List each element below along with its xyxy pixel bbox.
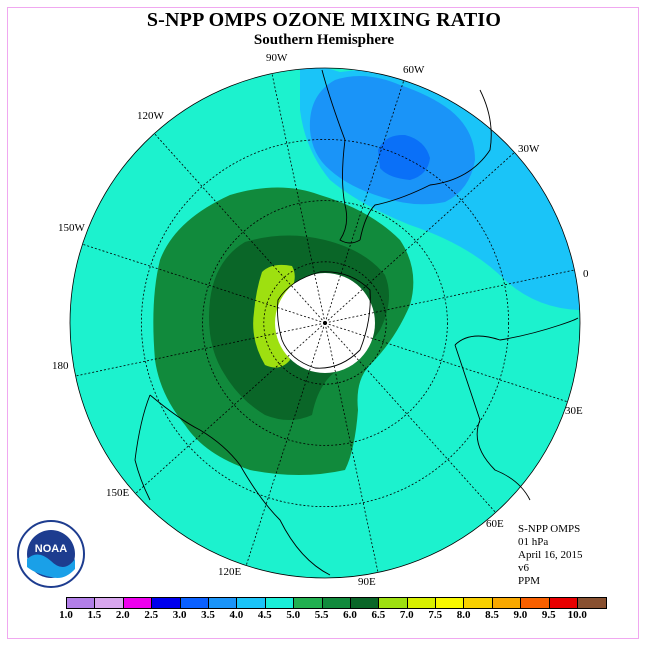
colorbar-segment (152, 598, 181, 608)
info-units: PPM (518, 575, 541, 587)
colorbar-label: 2.0 (115, 609, 130, 621)
lon-label-90w: 90W (266, 52, 288, 64)
colorbar-segment (322, 598, 351, 608)
logo-wave (27, 554, 75, 578)
colorbar-label: 10.0 (567, 609, 587, 621)
meridian-line (324, 152, 515, 324)
lon-label-120e: 120E (218, 566, 242, 578)
map-title: S-NPP OMPS OZONE MIXING RATIO (146, 9, 502, 31)
lon-label-90e: 90E (358, 576, 376, 588)
colorbar-segment (521, 598, 550, 608)
noaa-logo: NOAA (17, 520, 85, 588)
colorbar-label: 1.5 (87, 609, 102, 621)
colorbar-label: 7.5 (428, 609, 443, 621)
colorbar-label: 6.0 (343, 609, 357, 621)
colorbar-label: 1.0 (59, 609, 73, 621)
south-america-east-coast (359, 89, 492, 241)
meridian-line (324, 322, 379, 573)
colorbar-segment (436, 598, 465, 608)
meridian-line (245, 322, 326, 566)
lon-label-30w: 30W (518, 143, 540, 155)
colorbar-segment (407, 598, 437, 608)
info-version: v6 (518, 562, 529, 574)
product-info: S-NPP OMPS 01 hPa April 16, 2015 v6 PPM (518, 523, 582, 588)
colorbar-label: 3.0 (172, 609, 187, 621)
contour-3-5 (378, 134, 430, 180)
colorbar-segment (67, 598, 96, 608)
meridian-line (324, 322, 568, 403)
graticule (75, 73, 575, 573)
colorbar-label: 4.5 (257, 609, 272, 621)
ozone-field (70, 68, 580, 578)
colorbar-label: 9.5 (541, 609, 556, 621)
colorbar-label: 8.5 (485, 609, 499, 621)
africa-south-coast (454, 317, 579, 346)
south-pole-marker (323, 321, 327, 325)
colorbar-label: 7.0 (399, 609, 414, 621)
new-zealand-coast (134, 394, 151, 501)
meridian-line (271, 73, 326, 324)
africa-east-coast (454, 344, 531, 501)
logo-text: NOAA (35, 543, 67, 555)
meridian-line (324, 322, 496, 513)
colorbar-segment (265, 598, 295, 608)
info-date: April 16, 2015 (518, 549, 583, 561)
lon-label-180: 180 (52, 360, 69, 372)
colorbar-label: 5.0 (286, 609, 301, 621)
latitude-circle (140, 138, 510, 508)
colorbar-label: 4.0 (229, 609, 244, 621)
meridian-line (324, 269, 575, 324)
colorbar-segment (350, 598, 380, 608)
colorbar (66, 597, 608, 609)
lon-label-0: 0 (583, 268, 589, 280)
colorbar-segment (180, 598, 209, 608)
australia-coast (149, 394, 331, 576)
colorbar-segment (379, 598, 408, 608)
lon-label-60w: 60W (403, 64, 425, 76)
antarctica-coast (277, 271, 371, 369)
colorbar-segment (492, 598, 522, 608)
south-america-west-coast (321, 69, 361, 244)
lon-label-30e: 30E (565, 405, 583, 417)
meridian-line (75, 322, 326, 377)
map-subtitle: Southern Hemisphere (253, 32, 395, 48)
info-instrument: S-NPP OMPS (518, 523, 581, 535)
colorbar-segment (95, 598, 124, 608)
colorbar-segment (123, 598, 153, 608)
colorbar-label: 5.5 (314, 609, 329, 621)
latitude-circle (263, 261, 387, 385)
colorbar-segment (208, 598, 238, 608)
map-outline (69, 67, 581, 579)
colorbar-segment (464, 598, 493, 608)
lon-label-150e: 150E (106, 487, 130, 499)
lon-label-150w: 150W (58, 222, 85, 234)
meridian-line (154, 133, 326, 324)
colorbar-segment (578, 598, 607, 608)
colorbar-segment (549, 598, 579, 608)
colorbar-segment (237, 598, 266, 608)
coastlines (134, 69, 579, 576)
lon-label-60e: 60E (486, 518, 504, 530)
colorbar-label: 3.5 (201, 609, 215, 621)
colorbar-label: 2.5 (144, 609, 159, 621)
latitude-circle (202, 200, 448, 446)
meridian-line (135, 322, 326, 494)
colorbar-label: 9.0 (513, 609, 528, 621)
colorbar-segment (294, 598, 323, 608)
lon-label-120w: 120W (137, 110, 164, 122)
meridian-line (324, 80, 405, 324)
info-level: 01 hPa (518, 536, 549, 548)
colorbar-label: 6.5 (371, 609, 386, 621)
colorbar-label: 8.0 (456, 609, 471, 621)
colorbar-labels: 1.0 1.5 2.0 2.5 3.0 3.5 4.0 4.5 5.0 5.5 6.0 6.5 7.0 7… (0, 609, 648, 623)
meridian-line (82, 243, 326, 324)
